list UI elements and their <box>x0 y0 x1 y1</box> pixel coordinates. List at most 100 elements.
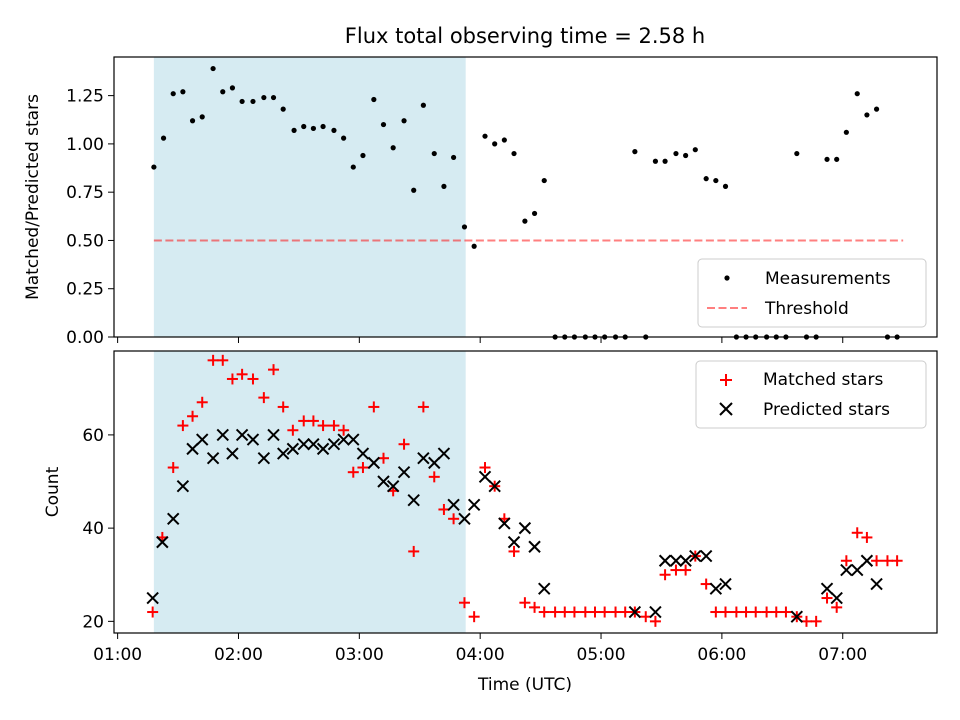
observing-window-shade-top <box>153 57 466 337</box>
matched-point <box>559 606 571 618</box>
predicted-point <box>356 447 370 460</box>
measurement-point <box>482 133 488 139</box>
chart-title: Flux total observing time = 2.58 h <box>345 24 705 48</box>
matched-point <box>810 615 822 627</box>
predicted-point <box>417 451 430 465</box>
matched-point <box>720 606 732 618</box>
predicted-point <box>790 610 804 623</box>
measurement-point <box>220 89 226 95</box>
predicted-point <box>407 493 420 507</box>
predicted-point <box>518 521 532 535</box>
measurement-point <box>461 224 468 230</box>
observing-window-shade-bottom <box>153 351 466 633</box>
measurement-point <box>170 91 176 97</box>
measurement-point <box>713 177 719 184</box>
measurement-point <box>683 152 689 159</box>
predicted-point <box>347 433 360 446</box>
count-y-label: Count <box>43 466 63 517</box>
measurement-point <box>160 135 167 141</box>
matched-point <box>277 401 289 413</box>
matched-series <box>147 354 903 627</box>
count-y-axis: 20 40 60 <box>82 426 114 632</box>
measurement-point <box>360 152 366 159</box>
ratio-y-tick-label: 0.25 <box>66 280 104 300</box>
measurement-point <box>471 243 477 249</box>
ratio-y-tick-label: 1.00 <box>66 135 104 155</box>
time-x-tick-label: 01:00 <box>93 645 142 665</box>
predicted-point <box>386 479 400 493</box>
matched-point <box>428 471 440 483</box>
matched-point <box>398 438 410 450</box>
matched-point <box>187 410 199 422</box>
predicted-point <box>196 433 209 446</box>
measurement-point <box>189 118 196 124</box>
predicted-point <box>447 498 460 512</box>
predicted-point <box>146 591 159 605</box>
measurement-point <box>450 154 457 161</box>
ratio-y-tick-label: 1.25 <box>66 87 104 107</box>
ratio-y-tick-label: 0.50 <box>66 231 104 251</box>
legend-matched-marker <box>720 374 732 386</box>
matched-point <box>861 531 873 543</box>
matched-point <box>458 597 470 609</box>
measurement-point <box>692 147 698 153</box>
time-x-tick-label: 02:00 <box>214 645 263 665</box>
matched-point <box>619 606 631 618</box>
matched-point <box>196 396 208 408</box>
measurement-point <box>794 150 800 157</box>
matched-point <box>338 424 350 436</box>
count-y-tick-label: 20 <box>82 612 104 632</box>
ratio-y-label: Matched/Predicted stars <box>23 94 43 300</box>
predicted-point <box>649 605 662 619</box>
matched-point <box>649 615 661 627</box>
measurement-point <box>522 218 528 224</box>
matched-point <box>479 462 491 474</box>
matched-point <box>549 606 561 618</box>
time-x-tick-label: 04:00 <box>456 645 505 665</box>
matched-point <box>881 555 893 567</box>
legend-measurements-label: Measurements <box>765 269 891 289</box>
matched-point <box>891 555 903 567</box>
matched-point <box>368 401 380 413</box>
matched-point <box>347 466 359 478</box>
predicted-point <box>860 554 874 567</box>
measurement-point <box>531 210 538 217</box>
matched-point <box>417 401 429 413</box>
measurement-point <box>180 89 186 95</box>
predicted-point <box>830 591 843 605</box>
measurement-point <box>864 112 870 118</box>
predicted-point <box>377 475 390 488</box>
predicted-point <box>840 563 853 577</box>
predicted-point <box>337 433 350 446</box>
matched-point <box>831 601 843 613</box>
matched-point <box>258 392 270 404</box>
measurement-point <box>310 125 317 132</box>
predicted-point <box>437 447 451 460</box>
predicted-point <box>488 479 501 493</box>
matched-point <box>730 606 742 618</box>
measurement-point <box>843 129 849 135</box>
measurement-point <box>834 156 840 162</box>
matched-point <box>568 606 580 618</box>
matched-point <box>519 597 531 609</box>
measurement-point <box>261 94 267 101</box>
predicted-point <box>699 549 713 563</box>
predicted-point <box>719 577 732 591</box>
matched-point <box>298 415 310 427</box>
predicted-point <box>156 535 169 549</box>
measurement-point <box>411 187 417 193</box>
measurement-point <box>280 106 286 112</box>
count-y-tick-label: 60 <box>82 426 104 446</box>
ratio-y-tick-label: 0.75 <box>66 183 104 203</box>
predicted-point <box>498 517 511 530</box>
time-x-tick-label: 07:00 <box>818 645 867 665</box>
time-x-tick-label: 05:00 <box>577 645 626 665</box>
measurement-point <box>441 183 447 189</box>
matched-point <box>670 564 682 576</box>
matched-point <box>226 373 238 385</box>
matched-point <box>871 555 883 567</box>
matched-point <box>508 545 520 557</box>
predicted-point <box>820 582 834 595</box>
predicted-point <box>286 442 300 456</box>
